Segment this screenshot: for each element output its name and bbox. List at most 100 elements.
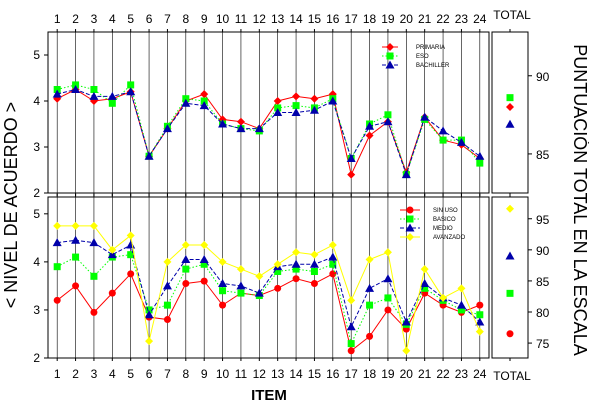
data-point-sin-uso	[72, 282, 80, 290]
x-tick-label: 21	[418, 367, 432, 381]
y-tick-label: 2	[33, 351, 40, 365]
total-y-tick-label: 85	[536, 275, 550, 289]
data-point-eso	[182, 95, 190, 103]
data-point-sin-uso	[329, 270, 337, 278]
data-point-basico	[476, 311, 484, 319]
x-tick-label: 5	[127, 12, 134, 26]
data-point-medio	[144, 310, 154, 319]
data-point-sin-uso	[127, 270, 135, 278]
x-tick-label: 17	[345, 12, 359, 26]
series-line-avanzado	[57, 225, 481, 351]
data-point-bachiller	[254, 124, 264, 133]
data-point-primaria	[310, 94, 319, 103]
x-tick-label: 13	[271, 12, 285, 26]
data-point-eso	[384, 111, 392, 119]
data-point-eso	[439, 136, 447, 144]
legend-marker-eso	[386, 52, 394, 60]
x-tick-label: 5	[127, 367, 134, 381]
data-point-medio	[126, 240, 136, 249]
data-point-basico	[90, 272, 98, 280]
top-total-frame	[491, 31, 529, 194]
series-line-bachiller	[57, 88, 481, 177]
x-tick-label: 24	[473, 12, 487, 26]
x-tick-label: 21	[418, 12, 432, 26]
x-tick-labels-top: 1 2 3 4 5 6 7 8 9 10 11 12 13 14 15 16 17 18 19 20 21 22 23 24	[54, 12, 487, 26]
data-point-bachiller	[199, 101, 209, 110]
data-point-bachiller	[273, 108, 283, 116]
legend-marker-primaria	[386, 43, 394, 51]
total-point-eso	[506, 94, 514, 102]
data-point-medio	[346, 322, 356, 331]
legend-marker-avanzado	[406, 233, 414, 241]
y-axis-label: < NIVEL DE ACUERDO >	[1, 102, 21, 308]
data-point-primaria	[292, 92, 301, 101]
data-point-bachiller	[346, 154, 356, 162]
data-point-basico	[292, 265, 300, 273]
data-point-basico	[384, 294, 392, 302]
data-point-medio	[162, 281, 172, 290]
data-point-primaria	[273, 97, 282, 105]
total-y-tick-label: 90	[536, 244, 550, 258]
data-point-avanzado	[439, 293, 448, 302]
data-point-sin-uso	[163, 316, 171, 324]
data-point-eso	[200, 97, 208, 105]
legend-label-medio: MEDIO	[433, 226, 453, 232]
legend-marker-medio	[405, 223, 415, 232]
data-point-medio	[181, 254, 191, 263]
x-tick-label: 4	[109, 367, 116, 381]
data-point-medio	[328, 252, 338, 261]
data-point-basico	[274, 267, 282, 275]
x-tick-label: 23	[455, 12, 469, 26]
data-point-avanzado	[53, 221, 62, 230]
data-point-avanzado	[108, 245, 117, 254]
x-tick-labels-bottom: 1 2 3 4 5 6 7 8 9 10 11 12 13 14 15 16 17 18 19 20 21 22 23 24	[54, 367, 487, 381]
data-point-medio	[89, 238, 99, 247]
x-tick-label: 10	[216, 12, 230, 26]
x-tick-label: 7	[164, 12, 171, 26]
data-point-bachiller	[71, 85, 81, 93]
data-point-sin-uso	[90, 308, 98, 316]
data-point-sin-uso	[292, 275, 300, 283]
legend-label-eso: ESO	[416, 54, 429, 60]
total-y-tick-label: 85	[536, 148, 550, 162]
data-point-basico	[72, 253, 80, 261]
x-axis-label: ITEM	[251, 387, 287, 404]
x-tick-label: 19	[381, 367, 395, 381]
x-tick-label: 22	[436, 12, 450, 26]
legend-label-primaria: PRIMARIA	[416, 45, 445, 51]
x-tick-label: 20	[400, 12, 414, 26]
data-point-sin-uso	[219, 301, 227, 309]
data-point-basico	[127, 251, 135, 259]
data-point-bachiller	[144, 151, 154, 160]
x-tick-label: 1	[54, 367, 61, 381]
data-point-avanzado	[328, 241, 337, 250]
x-tick-label: 7	[164, 367, 171, 381]
x-tick-label: 12	[253, 367, 267, 381]
x-tick-label: 14	[289, 367, 303, 381]
x-tick-label: 15	[308, 367, 322, 381]
x-tick-label: 6	[146, 12, 153, 26]
data-point-avanzado	[347, 296, 356, 305]
total-point-bachiller	[505, 119, 515, 128]
data-point-medio	[383, 274, 393, 283]
data-point-avanzado	[273, 260, 282, 269]
bottom-panel: 2 3 4 5 SIN USO BASICO MEDIO AVANZADO	[33, 194, 485, 365]
data-point-eso	[127, 81, 135, 89]
data-point-medio	[401, 317, 411, 326]
top-panel-frame	[47, 31, 490, 194]
total-y-tick-label: 90	[536, 70, 550, 84]
data-point-medio	[475, 317, 485, 326]
data-point-basico	[421, 284, 429, 292]
y-tick-label: 4	[33, 94, 40, 108]
data-point-bachiller	[328, 96, 338, 105]
data-point-sin-uso	[366, 332, 374, 340]
data-point-avanzado	[126, 231, 135, 240]
data-point-avanzado	[383, 248, 392, 257]
data-point-sin-uso	[182, 280, 190, 288]
data-point-eso	[90, 86, 98, 93]
data-point-avanzado	[200, 241, 209, 250]
total-point-sin-uso	[506, 330, 514, 338]
x-tick-label: 23	[455, 367, 469, 381]
data-point-medio	[309, 259, 319, 268]
